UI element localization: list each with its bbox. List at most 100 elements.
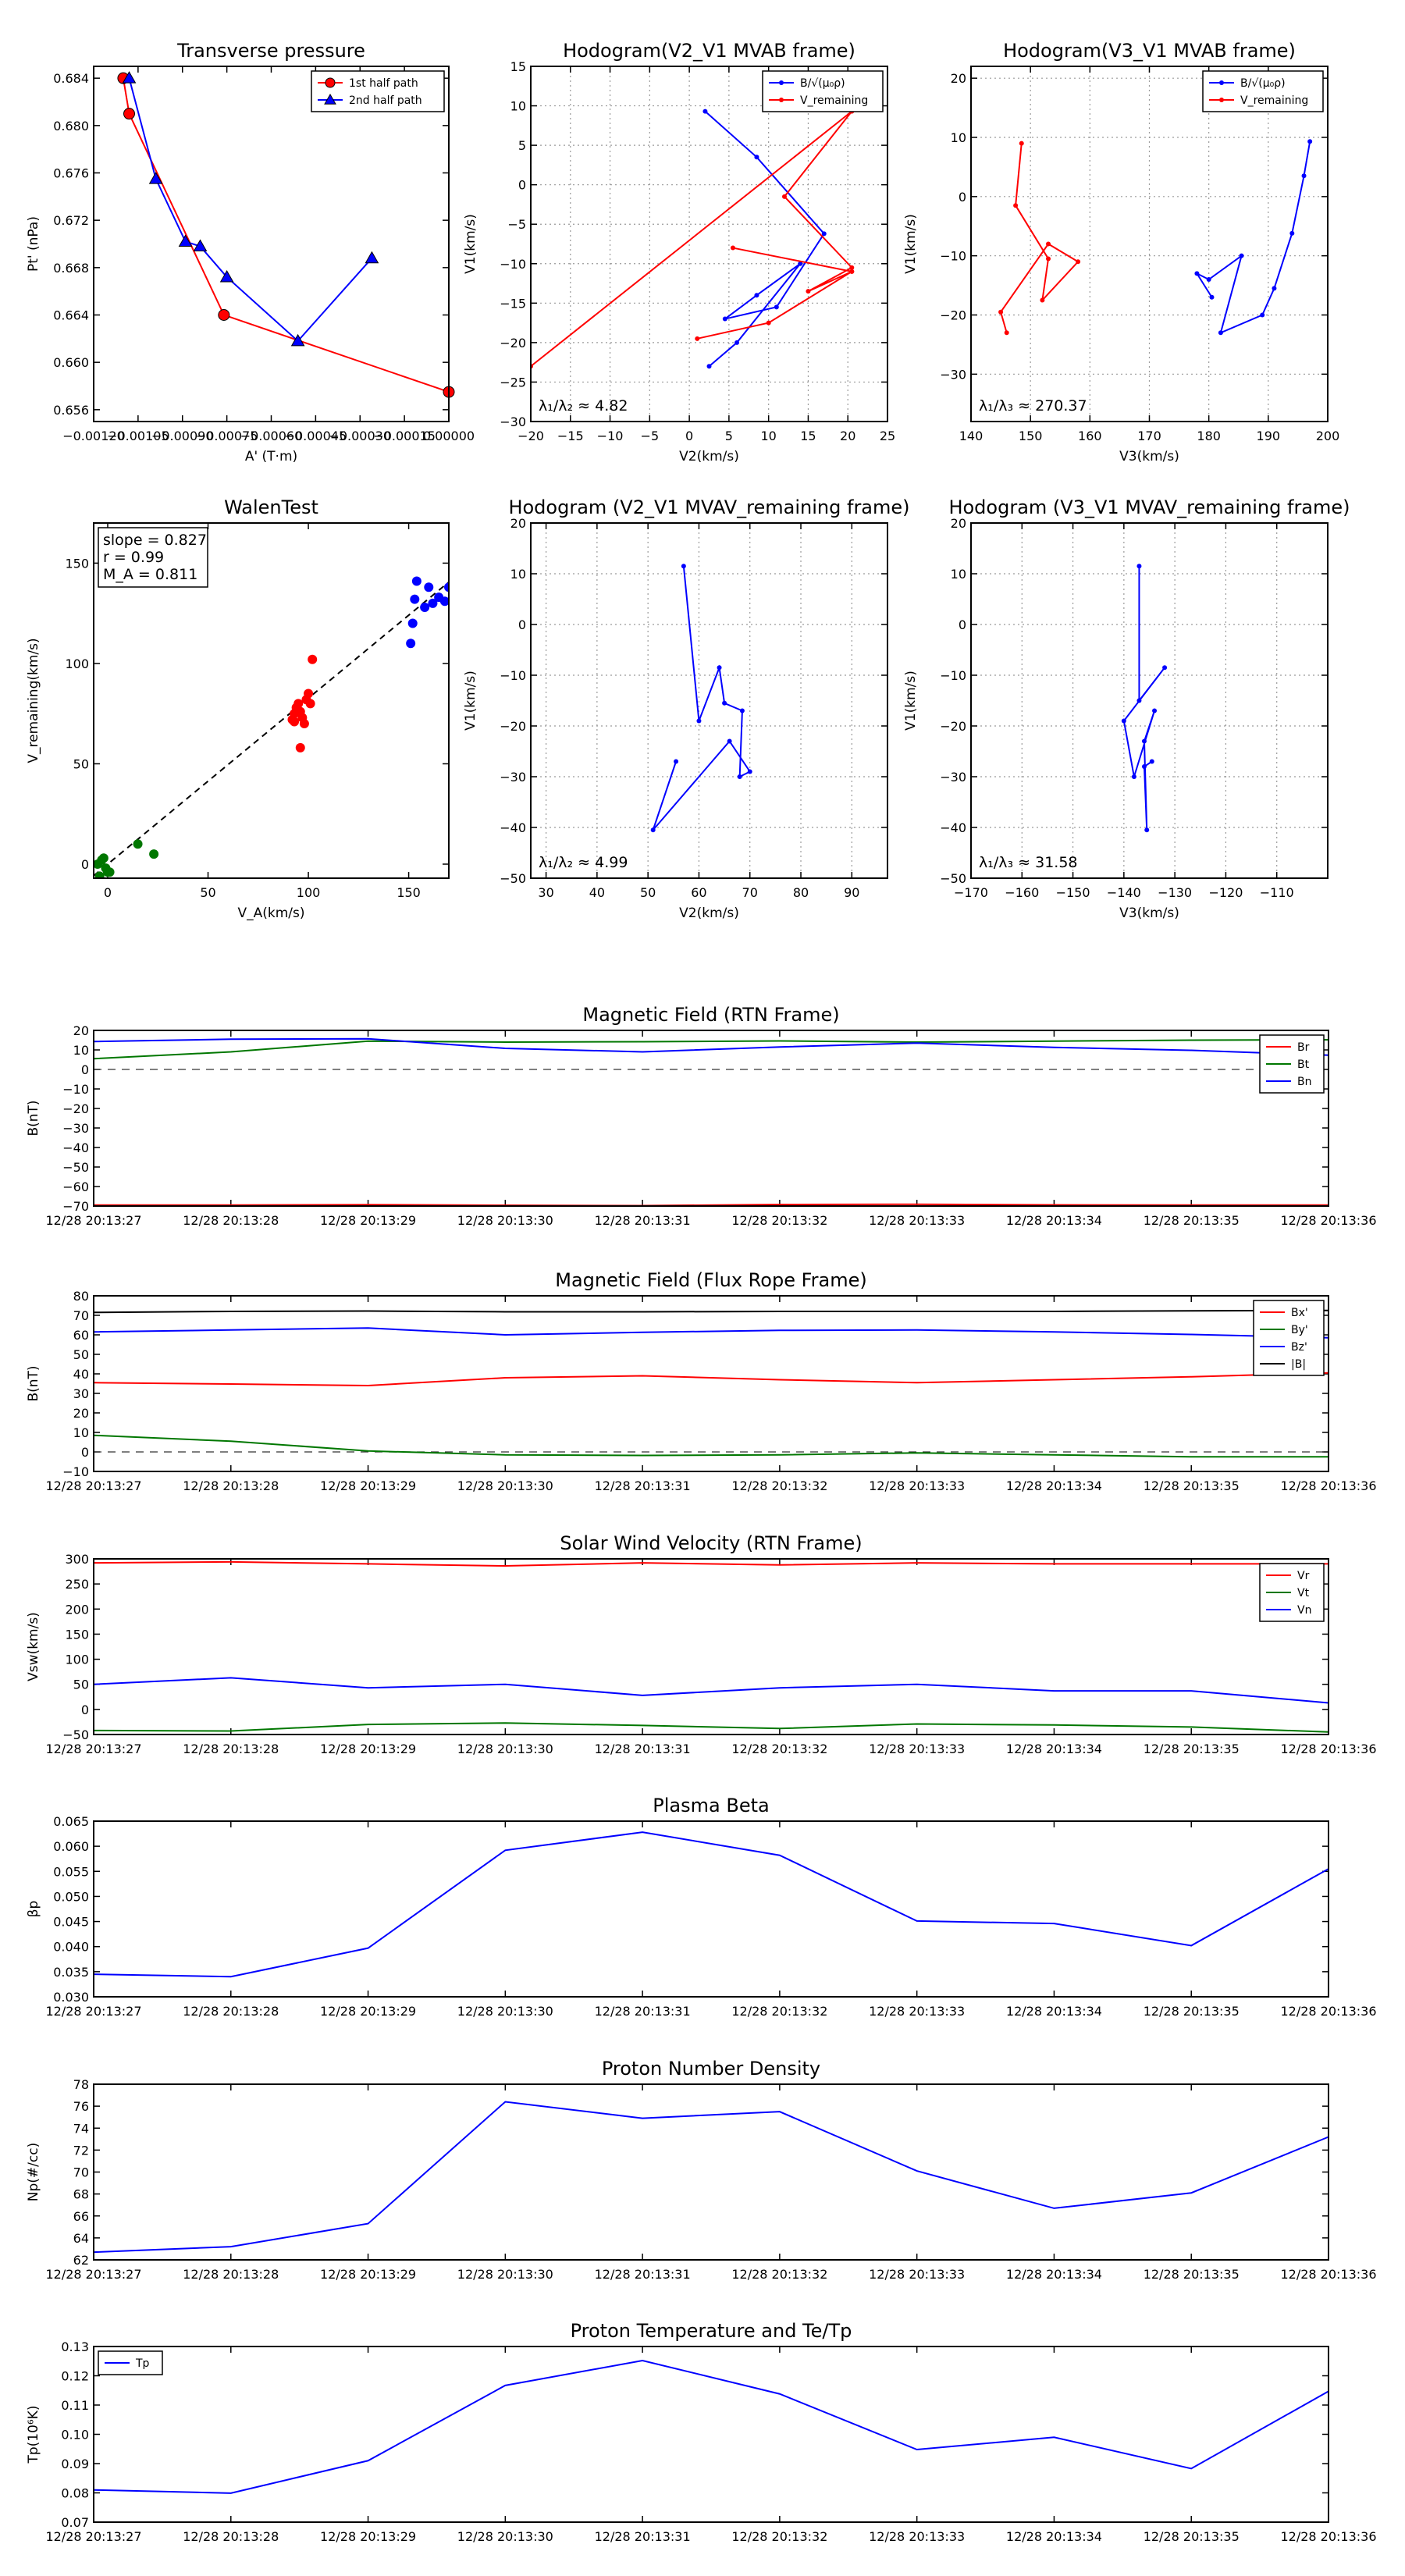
- x-tick-label: 0: [104, 885, 112, 900]
- axes-background: [971, 523, 1328, 878]
- data-point: [681, 564, 686, 569]
- time-tick-label: 12/28 20:13:31: [595, 1213, 691, 1228]
- y-tick-label: 100: [65, 656, 89, 671]
- legend-label: Bz': [1291, 1341, 1307, 1354]
- series-line-b: [93, 1309, 1329, 1314]
- time-tick-label: 12/28 20:13:33: [869, 1213, 965, 1228]
- y-axis-label: Np(#/cc): [26, 2143, 41, 2201]
- y-tick-label: 5: [518, 138, 526, 153]
- time-tick-label: 12/28 20:13:34: [1006, 1478, 1102, 1493]
- scatter-point: [410, 594, 420, 604]
- series-line-np: [93, 2101, 1329, 2254]
- y-tick-label: 10: [510, 567, 526, 582]
- legend-box: [311, 70, 445, 112]
- x-tick-label: 60: [691, 885, 706, 900]
- data-point: [1162, 665, 1168, 671]
- y-tick-label: −5: [507, 217, 526, 232]
- chart-title: Magnetic Field (Flux Rope Frame): [555, 1269, 866, 1291]
- x-tick-label: 50: [200, 885, 215, 900]
- data-point: [1046, 256, 1051, 262]
- y-tick-label: 10: [510, 99, 526, 114]
- x-tick-label: 160: [1078, 429, 1102, 443]
- scatter-point: [290, 717, 300, 727]
- legend-label: Vr: [1297, 1570, 1310, 1582]
- data-point: [806, 289, 811, 294]
- data-point: [365, 251, 379, 264]
- scatter-point: [406, 639, 416, 649]
- y-tick-label: −20: [500, 719, 526, 734]
- y-tick-label: 0.672: [53, 213, 89, 228]
- axes-frame: [93, 1030, 1329, 1207]
- chart-title: Hodogram(V3_V1 MVAB frame): [1003, 40, 1296, 62]
- data-point: [123, 108, 135, 120]
- time-tick-label: 12/28 20:13:30: [457, 1478, 553, 1493]
- scatter-point: [295, 742, 305, 753]
- x-axis-label: V_A(km/s): [237, 906, 304, 921]
- data-point: [148, 172, 163, 184]
- y-tick-label: 0: [518, 178, 526, 193]
- series-line-beta: [93, 1831, 1329, 1978]
- ratio-annotation: λ₁/λ₂ ≈ 4.82: [539, 397, 628, 415]
- data-point: [849, 269, 855, 274]
- data-point: [1141, 764, 1147, 769]
- time-tick-label: 12/28 20:13:36: [1280, 1742, 1376, 1756]
- y-axis-label: B(nT): [26, 1100, 41, 1136]
- y-axis-label: V_remaining(km/s): [26, 638, 41, 763]
- stats-line: r = 0.99: [103, 549, 164, 566]
- time-tick-label: 12/28 20:13:28: [183, 1213, 279, 1228]
- legend-label: Vt: [1297, 1587, 1310, 1599]
- y-tick-label: 10: [73, 1425, 89, 1440]
- data-point: [1219, 98, 1224, 102]
- y-tick-label: 20: [73, 1023, 89, 1038]
- chart-hodo4: −50 −40 −30 −20 −10 0 10 20 −170 −160 −150 −140 −130…: [903, 496, 1350, 921]
- data-point: [754, 155, 759, 160]
- series-line: [122, 78, 449, 393]
- time-tick-label: 12/28 20:13:29: [320, 2529, 416, 2544]
- data-point: [1149, 759, 1154, 764]
- scatter-point: [407, 618, 418, 628]
- legend-label: B/√(μ₀ρ): [800, 77, 845, 90]
- y-tick-label: −20: [940, 719, 966, 734]
- x-tick-label: −170: [954, 885, 988, 900]
- scatter-point: [428, 598, 438, 608]
- x-tick-label: 40: [589, 885, 605, 900]
- x-tick-label: 90: [844, 885, 859, 900]
- y-tick-label: −20: [500, 336, 526, 350]
- data-point: [1272, 286, 1277, 291]
- time-tick-label: 12/28 20:13:29: [320, 1213, 416, 1228]
- data-point: [324, 93, 336, 105]
- y-axis-label: V1(km/s): [463, 671, 478, 731]
- data-point: [325, 77, 336, 88]
- time-tick-label: 12/28 20:13:28: [183, 1742, 279, 1756]
- y-tick-label: 0: [518, 617, 526, 632]
- data-point: [722, 700, 727, 706]
- ratio-annotation: λ₁/λ₃ ≈ 31.58: [979, 854, 1078, 871]
- stats-line: M_A = 0.811: [103, 566, 197, 583]
- y-tick-label: 50: [73, 756, 89, 771]
- time-tick-label: 12/28 20:13:34: [1006, 2267, 1102, 2282]
- time-tick-label: 12/28 20:13:35: [1144, 1213, 1240, 1228]
- legend-label: By': [1291, 1324, 1308, 1336]
- y-tick-label: −10: [940, 249, 966, 264]
- x-tick-label: −0.00015: [373, 429, 436, 443]
- legend-label: 1st half path: [349, 77, 418, 90]
- y-axis-label: βp: [26, 1901, 41, 1918]
- x-tick-label: −0.00030: [329, 429, 391, 443]
- y-axis-label: V1(km/s): [463, 214, 478, 274]
- time-tick-label: 12/28 20:13:32: [731, 2529, 827, 2544]
- series-line-tp: [93, 2359, 1329, 2494]
- y-tick-label: 0.07: [61, 2515, 89, 2530]
- axes-background: [94, 1030, 1329, 1206]
- y-tick-label: −50: [940, 871, 966, 886]
- time-tick-label: 12/28 20:13:27: [45, 1478, 141, 1493]
- x-tick-label: 200: [1316, 429, 1340, 443]
- data-point: [1046, 241, 1051, 247]
- series-line: [531, 110, 855, 368]
- x-tick-label: 10: [760, 429, 776, 443]
- data-point: [849, 265, 855, 270]
- scatter-point: [444, 582, 449, 592]
- data-point: [702, 109, 708, 114]
- time-tick-label: 12/28 20:13:29: [320, 1478, 416, 1493]
- data-point: [290, 333, 305, 347]
- time-tick-label: 12/28 20:13:33: [869, 1478, 965, 1493]
